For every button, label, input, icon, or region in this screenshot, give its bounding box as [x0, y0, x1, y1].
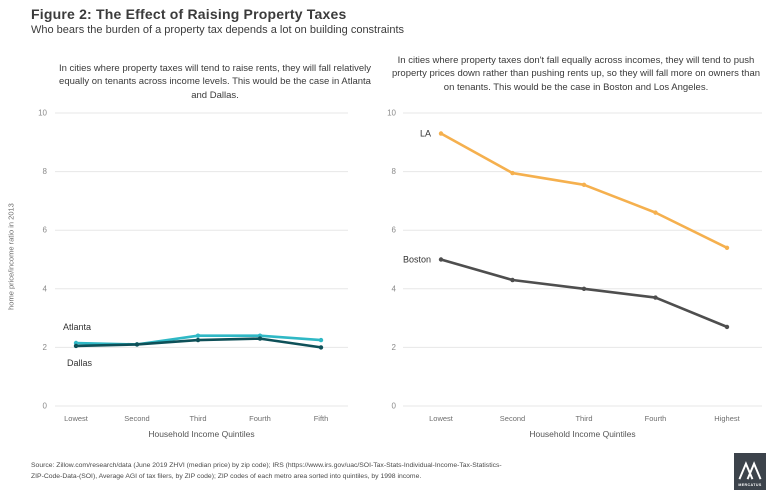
right-chart: 0 2 4 6 8 10 Lowest Second Third Fourth Highest Hou…	[387, 109, 762, 439]
y-axis-label: home price/income ratio in 2013	[6, 203, 16, 310]
data-point	[73, 343, 79, 349]
data-point	[510, 170, 515, 176]
x-tick-label: Second	[124, 414, 149, 423]
x-tick-label: Third	[189, 414, 206, 423]
x-tick-label: Third	[575, 414, 592, 423]
series-line-boston	[439, 258, 729, 329]
data-point	[257, 336, 263, 341]
data-point	[438, 131, 444, 136]
y-tick-label: 8	[43, 167, 48, 176]
data-point	[653, 210, 658, 215]
figure-title: Figure 2: The Effect of Raising Property…	[31, 6, 347, 22]
figure-subtitle: Who bears the burden of a property tax d…	[31, 24, 405, 36]
x-tick-label: Second	[500, 414, 525, 423]
right-chart-annotation: In cities where property taxes don't fal…	[391, 55, 761, 93]
data-point	[581, 182, 587, 187]
series-label-boston: Boston	[403, 255, 431, 265]
y-tick-label: 0	[43, 402, 48, 411]
x-axis-title: Household Income Quintiles	[148, 429, 254, 439]
y-tick-label: 2	[43, 343, 48, 352]
data-point	[134, 342, 140, 347]
mercatus-logo-text: MERCATUS	[738, 483, 762, 487]
x-tick-label: Lowest	[64, 414, 89, 423]
source-note: Source: Zillow.com/research/data (June 2…	[31, 462, 502, 480]
mercatus-logo: MERCATUS	[734, 453, 766, 490]
y-tick-label: 6	[392, 226, 397, 235]
x-tick-label: Fourth	[249, 414, 271, 423]
series-label-la: LA	[420, 129, 431, 139]
data-point	[724, 324, 730, 330]
data-point	[510, 277, 515, 283]
x-axis-title: Household Income Quintiles	[529, 429, 635, 439]
y-tick-label: 6	[43, 226, 48, 235]
data-point	[653, 295, 658, 300]
data-point	[318, 345, 324, 350]
y-tick-label: 8	[392, 167, 397, 176]
data-point	[438, 257, 444, 262]
left-chart: 0 2 4 6 8 10 Lowest Second Third Fourth Fifth House…	[38, 109, 348, 439]
data-point	[581, 286, 587, 291]
data-point	[318, 337, 324, 343]
y-tick-label: 10	[38, 109, 47, 118]
data-point	[724, 245, 730, 250]
mercatus-m-icon	[738, 461, 762, 480]
series-label-dallas: Dallas	[67, 358, 93, 368]
series-label-atlanta: Atlanta	[63, 322, 91, 332]
y-tick-label: 4	[392, 284, 397, 293]
y-tick-label: 0	[392, 402, 397, 411]
left-chart-annotation: In cities where property taxes will tend…	[58, 63, 372, 101]
x-tick-label: Highest	[714, 414, 740, 423]
x-tick-label: Fifth	[314, 414, 329, 423]
y-tick-label: 4	[43, 284, 48, 293]
data-point	[195, 337, 201, 343]
x-tick-label: Fourth	[645, 414, 667, 423]
y-tick-label: 10	[387, 109, 396, 118]
x-tick-label: Lowest	[429, 414, 454, 423]
data-point	[195, 333, 201, 338]
y-tick-label: 2	[392, 343, 397, 352]
